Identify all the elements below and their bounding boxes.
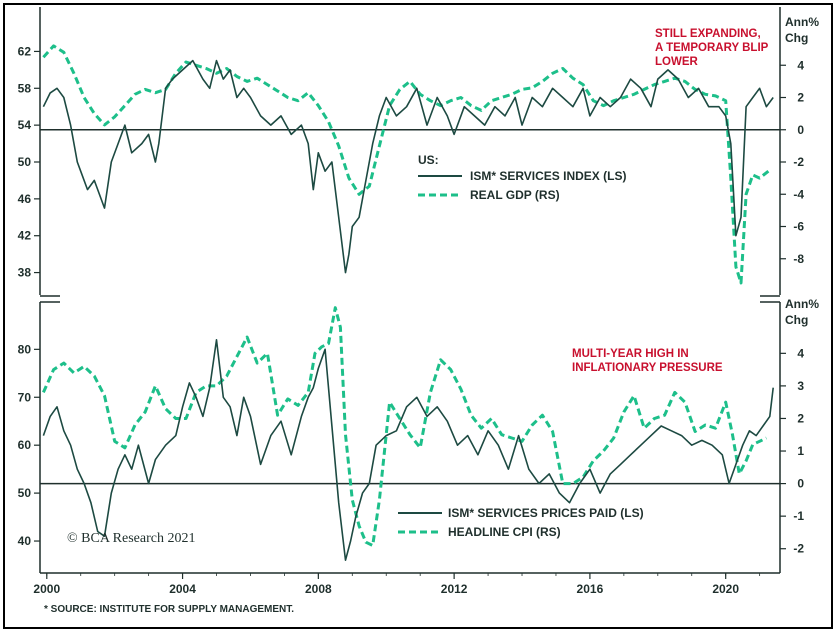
x-tick-label: 2020 bbox=[712, 582, 739, 596]
top-left-tick-label: 46 bbox=[18, 192, 32, 206]
bottom-left-tick-label: 80 bbox=[18, 342, 32, 356]
bottom-series-group bbox=[42, 306, 774, 562]
top-legend-real-gdp: REAL GDP (RS) bbox=[470, 188, 560, 202]
bottom-left-ticks: 40 50 60 70 80 bbox=[18, 342, 40, 548]
bottom-right-tick-label: 3 bbox=[797, 379, 804, 393]
bottom-series-dashed-line bbox=[42, 306, 768, 547]
top-right-tick-label: -6 bbox=[793, 220, 804, 234]
top-right-tick-label: -2 bbox=[793, 155, 804, 169]
top-legend-header: US: bbox=[418, 153, 439, 167]
top-series-solid-line bbox=[42, 59, 774, 274]
bottom-left-tick-label: 50 bbox=[18, 486, 32, 500]
top-right-tick-label: 4 bbox=[797, 58, 804, 72]
x-tick-label: 2008 bbox=[305, 582, 332, 596]
source-note: * SOURCE: INSTITUTE FOR SUPPLY MANAGEMEN… bbox=[44, 604, 294, 615]
bottom-right-ticks: -2 -1 0 1 2 3 4 bbox=[780, 346, 804, 556]
bottom-right-tick-label: 4 bbox=[797, 346, 804, 360]
chart-frame: 38 42 46 50 54 58 62 -8 -6 -4 -2 0 2 4 Ann% Chg STIL… bbox=[3, 3, 833, 629]
top-right-tick-label: 2 bbox=[797, 91, 804, 105]
top-annotation-line-1: STILL EXPANDING, bbox=[655, 28, 761, 40]
bottom-left-tick-label: 70 bbox=[18, 390, 32, 404]
bottom-right-tick-label: 1 bbox=[797, 444, 804, 458]
top-annotation-line-2: A TEMPORARY BLIP bbox=[655, 42, 769, 54]
top-left-tick-label: 58 bbox=[18, 81, 32, 95]
x-tick-label: 2000 bbox=[33, 582, 60, 596]
top-series-group bbox=[42, 44, 774, 285]
bottom-left-tick-label: 60 bbox=[18, 438, 32, 452]
top-left-tick-label: 62 bbox=[18, 44, 32, 58]
top-right-tick-label: 0 bbox=[797, 123, 804, 137]
bottom-right-tick-label: -2 bbox=[793, 542, 804, 556]
bottom-left-tick-label: 40 bbox=[18, 534, 32, 548]
top-panel: 38 42 46 50 54 58 62 -8 -6 -4 -2 0 2 4 Ann% Chg STIL… bbox=[18, 7, 819, 297]
bottom-right-tick-label: 0 bbox=[797, 477, 804, 491]
top-annotation-line-3: LOWER bbox=[655, 56, 698, 68]
x-tick-label: 2004 bbox=[169, 582, 196, 596]
top-left-tick-label: 42 bbox=[18, 229, 32, 243]
top-right-tick-label: -4 bbox=[793, 187, 804, 201]
top-right-ticks: -8 -6 -4 -2 0 2 4 bbox=[780, 58, 804, 266]
bottom-right-tick-label: -1 bbox=[793, 509, 804, 523]
bottom-series-solid-line bbox=[42, 338, 774, 562]
copyright-text: © BCA Research 2021 bbox=[67, 531, 195, 546]
bottom-annotation-line-2: INFLATIONARY PRESSURE bbox=[572, 362, 723, 374]
bottom-legend-prices-paid: ISM* SERVICES PRICES PAID (LS) bbox=[448, 506, 644, 520]
top-left-tick-label: 54 bbox=[18, 118, 32, 132]
top-series-dashed-line bbox=[42, 44, 771, 285]
top-left-ticks: 38 42 46 50 54 58 62 bbox=[18, 44, 40, 280]
bottom-panel: 40 50 60 70 80 -2 -1 0 1 2 3 4 Ann% Chg MULTI-YEAR… bbox=[18, 297, 820, 596]
top-left-tick-label: 50 bbox=[18, 155, 32, 169]
bottom-legend-headline-cpi: HEADLINE CPI (RS) bbox=[448, 525, 561, 539]
top-left-tick-label: 38 bbox=[18, 266, 32, 280]
top-right-axis-label-1: Ann% bbox=[785, 15, 819, 29]
x-tick-label: 2016 bbox=[577, 582, 604, 596]
top-legend-ism-services: ISM* SERVICES INDEX (LS) bbox=[470, 169, 626, 183]
top-right-tick-label: -8 bbox=[793, 252, 804, 266]
bottom-right-axis-label-2: Chg bbox=[785, 313, 808, 327]
bottom-right-axis-label-1: Ann% bbox=[785, 297, 819, 311]
x-axis-ticks: 2000 2004 2008 2012 2016 2020 bbox=[33, 573, 761, 596]
top-right-axis-label-2: Chg bbox=[785, 31, 808, 45]
bottom-annotation-line-1: MULTI-YEAR HIGH IN bbox=[572, 348, 689, 360]
bottom-right-tick-label: 2 bbox=[797, 411, 804, 425]
x-tick-label: 2012 bbox=[441, 582, 468, 596]
